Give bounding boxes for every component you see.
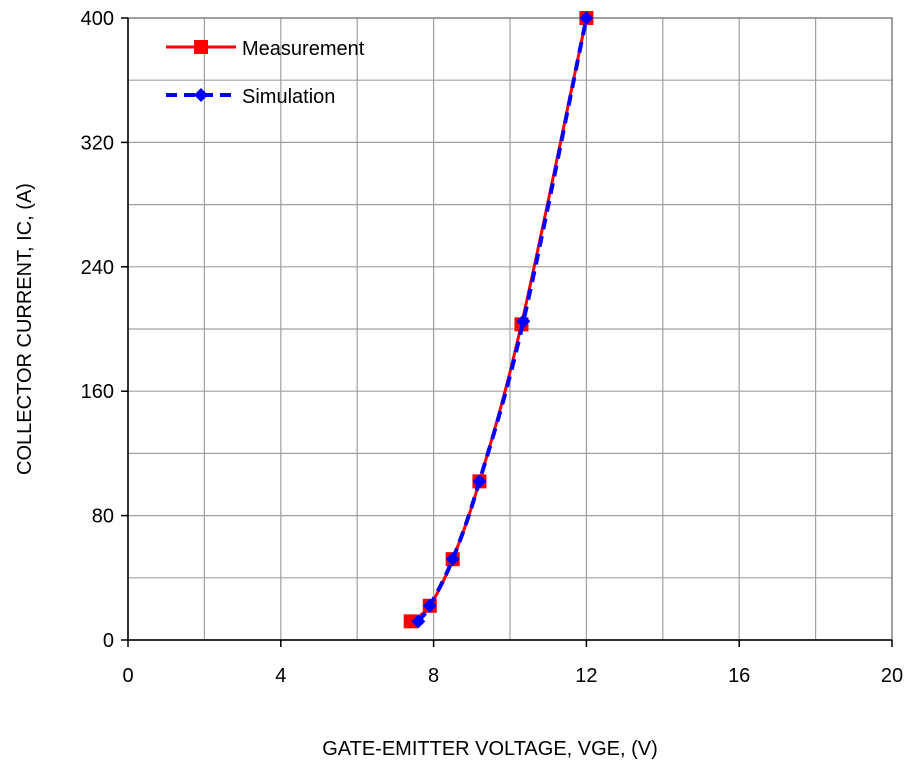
- legend-label-simulation: Simulation: [242, 86, 335, 108]
- legend-label-measurement: Measurement: [242, 38, 365, 60]
- data-point-simulation: [411, 614, 426, 629]
- x-tick-label: 4: [275, 665, 286, 687]
- y-tick-label: 80: [92, 506, 114, 528]
- x-tick-label: 8: [428, 665, 439, 687]
- data-point-simulation: [579, 11, 594, 25]
- data-point-simulation: [472, 474, 487, 489]
- y-tick-labels: 0 80 160 240 320 400: [81, 8, 114, 652]
- series-simulation: [411, 11, 594, 629]
- y-tick-label: 160: [81, 381, 114, 403]
- x-tick-label: 12: [575, 665, 597, 687]
- y-tick-label: 320: [81, 132, 114, 154]
- legend-marker-simulation: [194, 88, 208, 102]
- x-tick-label: 16: [728, 665, 750, 687]
- x-tick-label: 20: [881, 665, 903, 687]
- x-tick-labels: 0 4 8 12 16 20: [122, 665, 903, 687]
- y-tick-label: 0: [103, 630, 114, 652]
- y-tick-label: 400: [81, 8, 114, 30]
- x-axis-title: GATE-EMITTER VOLTAGE, VGE, (V): [322, 738, 658, 760]
- legend-item-simulation: Simulation: [166, 86, 335, 108]
- data-point-simulation: [422, 598, 437, 613]
- y-axis-title: COLLECTOR CURRENT, IC, (A): [14, 183, 36, 475]
- grid: [128, 18, 892, 640]
- axis-ticks: [121, 17, 893, 647]
- legend-item-measurement: Measurement: [166, 38, 365, 60]
- y-tick-label: 240: [81, 257, 114, 279]
- data-point-simulation: [516, 314, 531, 329]
- legend: Measurement Simulation: [166, 38, 365, 108]
- series-layer: [403, 11, 594, 629]
- x-tick-label: 0: [122, 665, 133, 687]
- data-point-simulation: [445, 552, 460, 567]
- legend-marker-measurement: [194, 40, 208, 54]
- data-point-measurement: [403, 614, 418, 629]
